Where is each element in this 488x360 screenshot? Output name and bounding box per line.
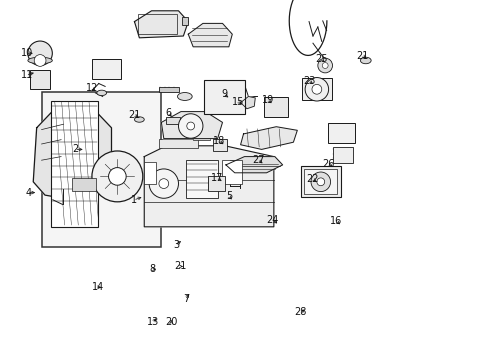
Bar xyxy=(300,166,340,197)
Text: 21: 21 xyxy=(173,261,186,271)
Ellipse shape xyxy=(134,117,144,122)
Text: 9: 9 xyxy=(221,89,226,99)
Bar xyxy=(212,139,227,151)
Text: 28: 28 xyxy=(294,307,306,318)
Polygon shape xyxy=(240,127,297,149)
Text: 20: 20 xyxy=(164,317,177,327)
Bar xyxy=(159,87,179,92)
Bar xyxy=(264,97,287,117)
Bar xyxy=(185,160,217,198)
Text: 24: 24 xyxy=(266,215,279,225)
Text: 4: 4 xyxy=(25,188,31,198)
Text: 19: 19 xyxy=(261,95,274,105)
Bar xyxy=(204,80,244,114)
Bar xyxy=(72,178,96,191)
Polygon shape xyxy=(33,111,111,200)
Bar xyxy=(327,123,354,143)
Bar xyxy=(208,177,224,190)
Bar xyxy=(302,78,331,100)
Bar xyxy=(41,92,161,247)
Circle shape xyxy=(316,178,324,186)
Bar xyxy=(193,130,210,140)
Text: 8: 8 xyxy=(149,264,155,274)
Text: 23: 23 xyxy=(302,76,315,86)
Bar xyxy=(144,162,156,184)
Circle shape xyxy=(317,58,332,73)
Text: 15: 15 xyxy=(232,96,244,107)
Circle shape xyxy=(305,77,328,101)
Bar xyxy=(51,101,98,227)
Text: 10: 10 xyxy=(20,48,33,58)
Text: 18: 18 xyxy=(212,136,225,146)
Text: 7: 7 xyxy=(183,294,188,304)
Circle shape xyxy=(92,151,142,202)
Polygon shape xyxy=(144,146,273,227)
Circle shape xyxy=(310,172,330,192)
Ellipse shape xyxy=(177,93,192,100)
Circle shape xyxy=(311,84,321,94)
Text: 2: 2 xyxy=(73,144,79,154)
Bar xyxy=(207,176,224,191)
Circle shape xyxy=(108,168,126,185)
Circle shape xyxy=(178,114,203,138)
Text: 6: 6 xyxy=(165,108,171,118)
Ellipse shape xyxy=(28,57,52,64)
Bar xyxy=(222,160,242,184)
Bar xyxy=(182,17,188,25)
Text: 3: 3 xyxy=(173,240,179,250)
Circle shape xyxy=(34,55,46,66)
Text: 14: 14 xyxy=(91,282,104,292)
Text: 1: 1 xyxy=(131,195,137,205)
Bar xyxy=(138,14,177,34)
Ellipse shape xyxy=(360,57,370,64)
Bar xyxy=(332,147,352,163)
Circle shape xyxy=(159,179,168,189)
Bar xyxy=(304,169,337,194)
Bar xyxy=(92,59,121,79)
Text: 11: 11 xyxy=(20,70,33,80)
Text: 21: 21 xyxy=(356,51,368,61)
Text: 26: 26 xyxy=(322,159,334,169)
Ellipse shape xyxy=(97,90,106,95)
Text: 13: 13 xyxy=(146,317,159,327)
Circle shape xyxy=(322,63,327,68)
Bar xyxy=(159,139,198,148)
Bar xyxy=(166,117,180,124)
Polygon shape xyxy=(225,157,282,173)
Circle shape xyxy=(149,169,178,198)
Text: 22: 22 xyxy=(306,174,319,184)
Text: 27: 27 xyxy=(251,155,264,165)
Text: 17: 17 xyxy=(211,173,224,183)
Text: 5: 5 xyxy=(225,191,231,201)
Circle shape xyxy=(28,41,52,66)
Text: 12: 12 xyxy=(85,83,98,93)
Text: 16: 16 xyxy=(329,216,342,226)
Polygon shape xyxy=(134,11,188,38)
Text: 21: 21 xyxy=(128,110,141,120)
Text: 25: 25 xyxy=(315,54,327,64)
Bar xyxy=(30,70,50,89)
Polygon shape xyxy=(240,96,255,109)
Polygon shape xyxy=(161,112,222,139)
Circle shape xyxy=(186,122,194,130)
Polygon shape xyxy=(188,23,232,47)
